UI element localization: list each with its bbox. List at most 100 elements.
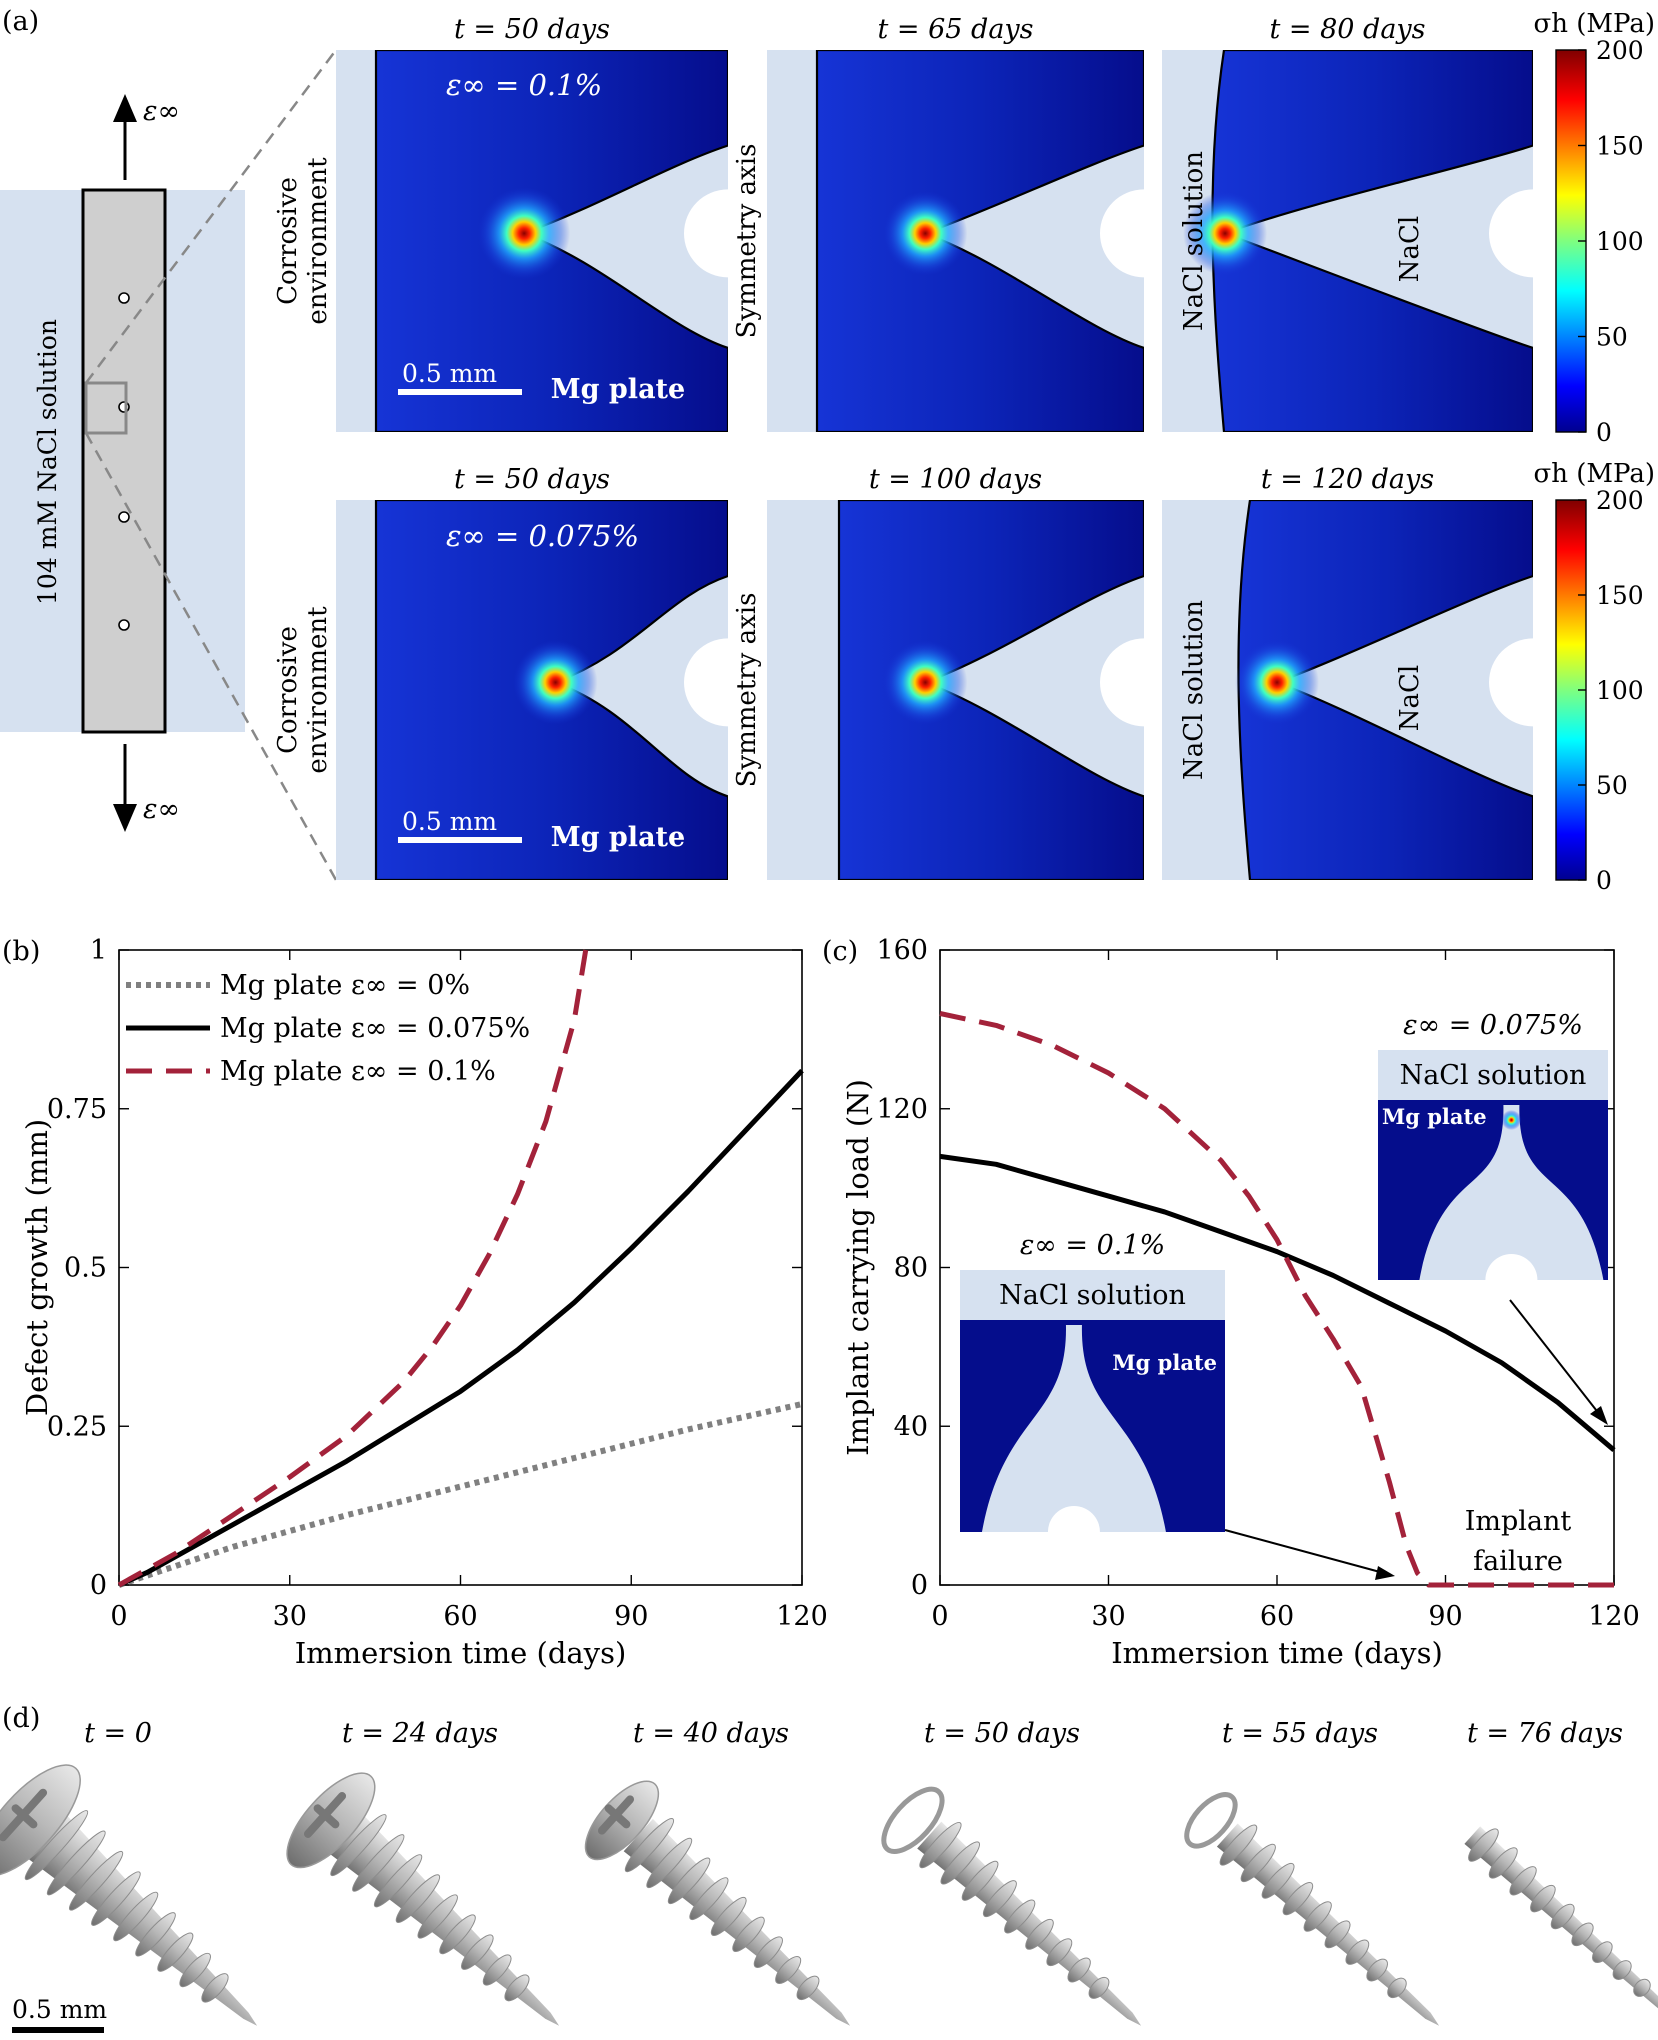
y-tick-label: 160 xyxy=(876,935,928,966)
y-tick-label: 0.5 xyxy=(64,1253,107,1284)
screw-thread xyxy=(732,1916,765,1952)
screw-thread xyxy=(1067,1957,1091,1983)
failure-annotation: Implant xyxy=(1465,1506,1572,1537)
chart-defect-growth: 0 30 60 90 120 0 0.25 0.5 0.75 1 Immersion time (d… xyxy=(20,935,828,1670)
stress-hotspot xyxy=(1183,191,1268,276)
x-axis-label: Immersion time (days) xyxy=(1111,1636,1443,1670)
time-label: t = 80 days xyxy=(1269,14,1425,45)
screw-thread xyxy=(395,1874,441,1923)
x-tick-label: 60 xyxy=(443,1601,477,1632)
screw-thread xyxy=(940,1841,980,1885)
solution-label: 104 mM NaCl solution xyxy=(33,319,62,605)
screw-thread xyxy=(689,1877,729,1921)
screw-thread xyxy=(1345,1939,1370,1965)
corrosive-label: Corrosive xyxy=(273,626,303,754)
nacl-solution-label: NaCl solution xyxy=(1179,151,1209,331)
screw-thread xyxy=(373,1854,423,1908)
x-tick-label: 120 xyxy=(776,1601,828,1632)
zoom-box xyxy=(84,381,128,435)
series-line xyxy=(117,949,589,1588)
screw-thread xyxy=(24,1810,89,1881)
strain-label-bottom: ε∞ xyxy=(143,794,180,825)
screw-thread xyxy=(1571,1922,1594,1947)
x-tick-label: 0 xyxy=(931,1601,948,1632)
time-label: t = 100 days xyxy=(869,464,1042,495)
inset-solution-label: NaCl solution xyxy=(999,1280,1186,1311)
stress-hotspot xyxy=(883,191,968,276)
strain-label-top: ε∞ xyxy=(143,96,180,127)
inset-plate-label: Mg plate xyxy=(1112,1350,1217,1375)
strain-label: ε∞ = 0.1% xyxy=(446,68,602,102)
mg-plate-label: Mg plate xyxy=(551,374,685,405)
y-tick-label: 80 xyxy=(894,1253,928,1284)
screw-thread xyxy=(1550,1903,1575,1930)
screw-thread xyxy=(157,1932,194,1972)
screw-thread xyxy=(68,1850,124,1911)
screw-thread xyxy=(667,1857,711,1905)
screw-thread xyxy=(1488,1847,1518,1879)
colorbar-title: σh (MPa) xyxy=(1534,9,1656,39)
screw-thread xyxy=(1509,1866,1537,1896)
legend-label: Mg plate ε∞ = 0% xyxy=(220,970,470,1001)
screw-thread xyxy=(352,1834,405,1892)
colorbar-tick: 100 xyxy=(1596,676,1644,705)
colorbar-tick: 0 xyxy=(1596,418,1612,447)
screw-thread xyxy=(1530,1884,1556,1913)
scale-label: 0.5 mm xyxy=(402,359,497,388)
chart-carrying-load: 0 30 60 90 120 0 40 80 120 160 Immersion time (day… xyxy=(841,935,1640,1670)
colorbar-tick: 50 xyxy=(1596,771,1628,800)
screw-thread xyxy=(1468,1828,1499,1862)
screw: t = 40 days xyxy=(584,1718,851,2026)
contour-panel: t = 65 days Symmetry axis xyxy=(732,14,1144,432)
screw-thread xyxy=(1366,1958,1388,1982)
mg-plate-field xyxy=(837,500,1144,880)
screw-thread xyxy=(330,1814,387,1877)
arrow-icon xyxy=(1590,1406,1608,1425)
screw-thread xyxy=(1025,1918,1054,1950)
screw-time-label: t = 40 days xyxy=(633,1718,789,1749)
time-label: t = 50 days xyxy=(454,14,610,45)
colorbar-tick: 0 xyxy=(1596,866,1612,895)
screw-thread xyxy=(1219,1824,1258,1866)
screw-thread xyxy=(46,1830,106,1896)
screw-thread xyxy=(417,1894,458,1939)
colorbar-tick: 200 xyxy=(1596,486,1644,515)
screw-head xyxy=(1184,1792,1238,1849)
legend-label: Mg plate ε∞ = 0.1% xyxy=(220,1056,496,1087)
screw-thread xyxy=(504,1974,530,2002)
x-tick-label: 90 xyxy=(1428,1601,1462,1632)
screw-thread xyxy=(710,1896,747,1937)
defect-marker xyxy=(118,292,130,304)
colorbar-tick: 200 xyxy=(1596,36,1644,65)
x-tick-label: 0 xyxy=(110,1601,127,1632)
screw-thread xyxy=(1612,1960,1632,1980)
stress-hotspot xyxy=(1235,640,1320,725)
symmetry-hole xyxy=(684,189,728,278)
screw-thread xyxy=(1633,1978,1651,1997)
failure-annotation: failure xyxy=(1473,1546,1563,1577)
inset-strain-label: ε∞ = 0.075% xyxy=(1403,1010,1583,1041)
screw: t = 50 days xyxy=(881,1718,1142,2026)
screw-thread xyxy=(482,1954,512,1986)
screw-thread xyxy=(461,1934,494,1970)
panel-label-b: (b) xyxy=(2,936,40,967)
screw: t = 76 days xyxy=(1464,1718,1658,2026)
screw: t = 55 days xyxy=(1184,1718,1440,2026)
screw-thread xyxy=(775,1956,802,1984)
screw-thread xyxy=(961,1860,999,1901)
colorbar: σh (MPa)200 150 100 50 0 xyxy=(1534,9,1656,447)
zoom-line-bottom xyxy=(84,432,338,881)
screw-time-label: t = 55 days xyxy=(1222,1718,1378,1749)
panel-label-d: (d) xyxy=(2,1703,40,1734)
screw-shank xyxy=(1464,1826,1658,2026)
contour-panel: t = 80 days NaCl solution NaCl xyxy=(1162,14,1533,432)
y-tick-label: 0.75 xyxy=(47,1094,107,1125)
colorbar-tick: 100 xyxy=(1596,227,1644,256)
y-tick-label: 40 xyxy=(894,1411,928,1442)
defect-marker xyxy=(118,619,130,631)
symmetry-hole xyxy=(1100,638,1144,727)
screw-thread xyxy=(1387,1977,1407,1999)
mg-plate-field xyxy=(815,50,1144,432)
